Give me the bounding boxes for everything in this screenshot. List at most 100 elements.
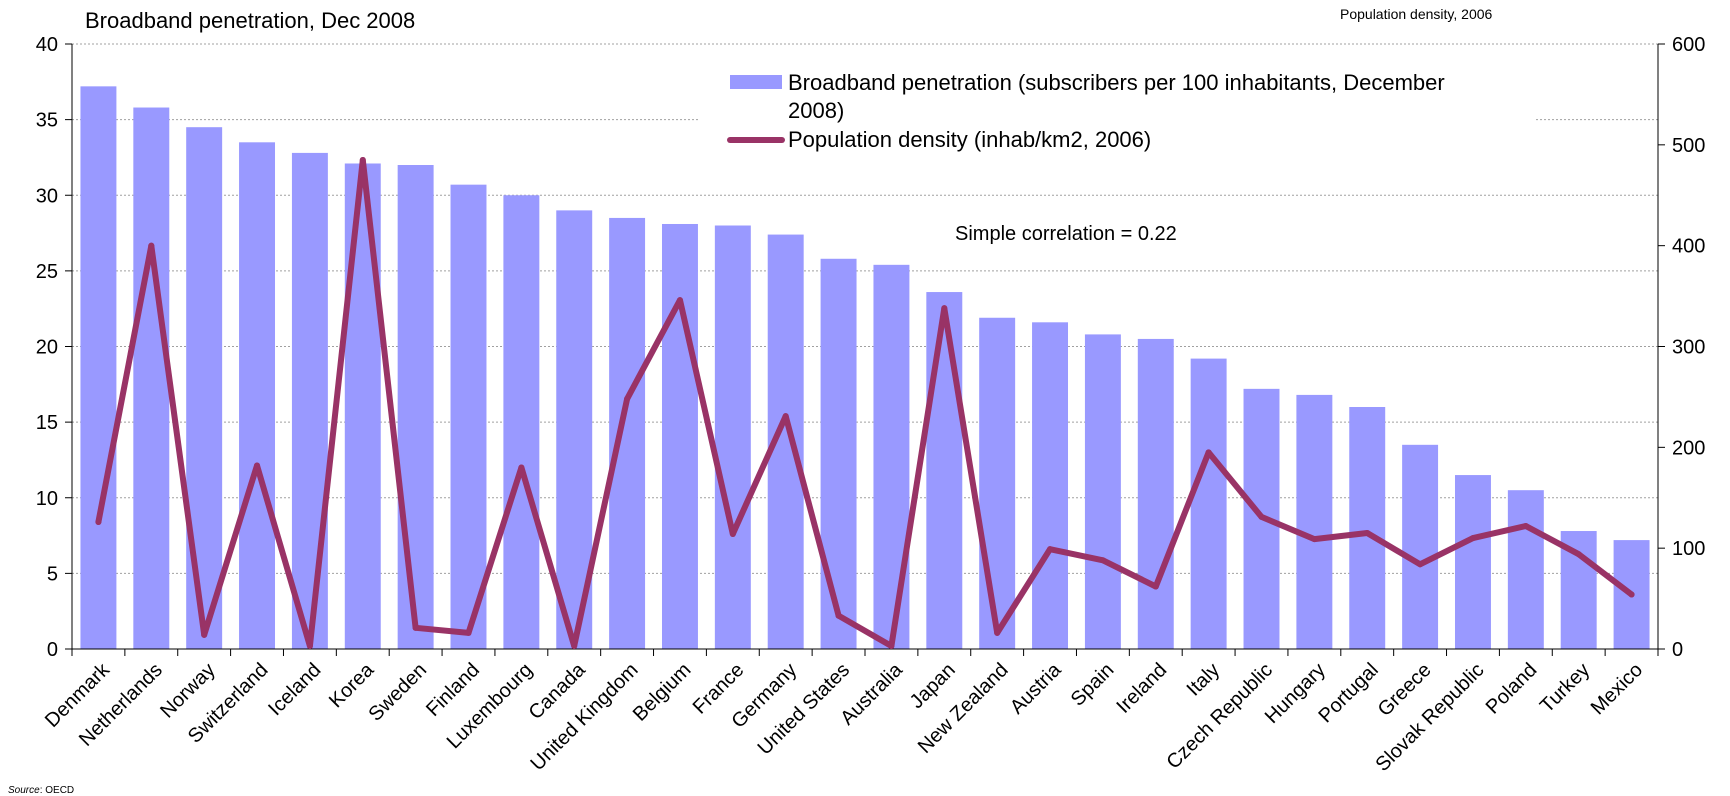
bar bbox=[1454, 475, 1491, 649]
line-point bbox=[412, 624, 419, 631]
category-label: Turkey bbox=[1536, 659, 1594, 717]
category-label: Poland bbox=[1482, 659, 1542, 719]
bar bbox=[80, 86, 117, 650]
legend-swatch-bar bbox=[730, 75, 782, 89]
line-point bbox=[359, 156, 366, 163]
line-point bbox=[1047, 546, 1054, 553]
bar bbox=[1084, 334, 1121, 649]
left-tick-label: 35 bbox=[36, 110, 58, 132]
line-point bbox=[95, 518, 102, 525]
line-point bbox=[676, 297, 683, 304]
line-point bbox=[624, 395, 631, 402]
category-label: Austria bbox=[1006, 658, 1066, 718]
line-point bbox=[1417, 561, 1424, 568]
legend-label-line: Population density (inhab/km2, 2006) bbox=[788, 127, 1151, 152]
category-label: Spain bbox=[1067, 659, 1119, 711]
category-label: United States bbox=[754, 659, 854, 759]
line-point bbox=[1575, 551, 1582, 558]
line-point bbox=[465, 629, 472, 636]
left-tick-label: 5 bbox=[47, 563, 58, 585]
bar bbox=[1190, 358, 1227, 649]
bar bbox=[503, 195, 540, 649]
legend-label-bar-line2: 2008) bbox=[788, 98, 844, 123]
category-label: Iceland bbox=[264, 659, 325, 720]
legend-label-bar-line1: Broadband penetration (subscribers per 1… bbox=[788, 70, 1445, 95]
legend-label-bar: Broadband penetration (subscribers per 1… bbox=[788, 70, 1451, 123]
left-tick-label: 10 bbox=[36, 488, 58, 510]
line-point bbox=[571, 642, 578, 649]
population-density-line bbox=[95, 157, 1635, 649]
bar bbox=[1032, 322, 1069, 649]
left-tick-label: 20 bbox=[36, 337, 58, 359]
bar bbox=[239, 142, 276, 649]
line-point bbox=[1099, 557, 1106, 564]
line-point bbox=[254, 462, 261, 469]
bar bbox=[450, 184, 487, 649]
line-point bbox=[994, 629, 1001, 636]
chart-title: Broadband penetration, Dec 2008 bbox=[85, 8, 415, 33]
line-point bbox=[1152, 583, 1159, 590]
bar bbox=[344, 163, 381, 650]
category-label: Sweden bbox=[365, 659, 432, 726]
left-tick-label: 15 bbox=[36, 412, 58, 434]
bar bbox=[1507, 490, 1544, 649]
legend-background bbox=[700, 64, 1535, 164]
bar bbox=[926, 292, 963, 649]
line-point bbox=[1311, 536, 1318, 543]
right-tick-label: 100 bbox=[1672, 538, 1705, 560]
right-tick-label: 600 bbox=[1672, 34, 1705, 56]
source-note: Source: OECD bbox=[8, 785, 74, 796]
left-tick-label: 30 bbox=[36, 185, 58, 207]
line-point bbox=[1522, 522, 1529, 529]
line-point bbox=[518, 464, 525, 471]
line-point bbox=[888, 642, 895, 649]
source-label: Source bbox=[8, 785, 40, 796]
left-tick-label: 40 bbox=[36, 34, 58, 56]
line-point bbox=[1628, 591, 1635, 598]
bar bbox=[1349, 407, 1386, 649]
right-axis-title: Population density, 2006 bbox=[1340, 6, 1493, 22]
line-point bbox=[1364, 530, 1371, 537]
bar bbox=[979, 317, 1016, 649]
bar bbox=[1296, 394, 1333, 649]
line-point bbox=[306, 642, 313, 649]
left-tick-label: 25 bbox=[36, 261, 58, 283]
left-axis-ticks: 0 5 10 15 20 25 30 35 40 bbox=[36, 34, 72, 661]
right-tick-label: 300 bbox=[1672, 337, 1705, 359]
line-point bbox=[1205, 449, 1212, 456]
category-label: Belgium bbox=[629, 659, 696, 726]
category-label: Ireland bbox=[1113, 659, 1172, 718]
category-label: Italy bbox=[1183, 659, 1224, 700]
correlation-annotation: Simple correlation = 0.22 bbox=[955, 223, 1177, 245]
bar bbox=[820, 258, 857, 649]
bar bbox=[133, 107, 170, 649]
line-point bbox=[148, 242, 155, 249]
line-point bbox=[729, 531, 736, 538]
bar bbox=[661, 223, 698, 650]
category-label: Mexico bbox=[1587, 659, 1647, 719]
right-tick-label: 200 bbox=[1672, 437, 1705, 459]
line-point bbox=[835, 612, 842, 619]
left-tick-label: 0 bbox=[47, 639, 58, 661]
bar bbox=[873, 264, 910, 649]
bar bbox=[1402, 444, 1439, 649]
bar bbox=[186, 127, 223, 649]
category-labels: DenmarkNetherlandsNorwaySwitzerlandIcela… bbox=[41, 658, 1647, 776]
right-axis-ticks: 0 100 200 300 400 500 600 bbox=[1658, 34, 1705, 661]
bar bbox=[714, 225, 751, 649]
legend: Broadband penetration (subscribers per 1… bbox=[700, 64, 1535, 164]
line-point bbox=[941, 305, 948, 312]
bar bbox=[397, 165, 434, 649]
line-point bbox=[782, 413, 789, 420]
category-label: Portugal bbox=[1315, 659, 1383, 727]
line-point bbox=[1469, 535, 1476, 542]
right-tick-label: 0 bbox=[1672, 639, 1683, 661]
bar bbox=[291, 152, 328, 649]
right-tick-label: 500 bbox=[1672, 135, 1705, 157]
bar bbox=[1137, 338, 1174, 649]
line-series bbox=[95, 156, 1635, 649]
line-point bbox=[201, 631, 208, 638]
right-tick-label: 400 bbox=[1672, 236, 1705, 258]
bar bbox=[609, 217, 646, 649]
